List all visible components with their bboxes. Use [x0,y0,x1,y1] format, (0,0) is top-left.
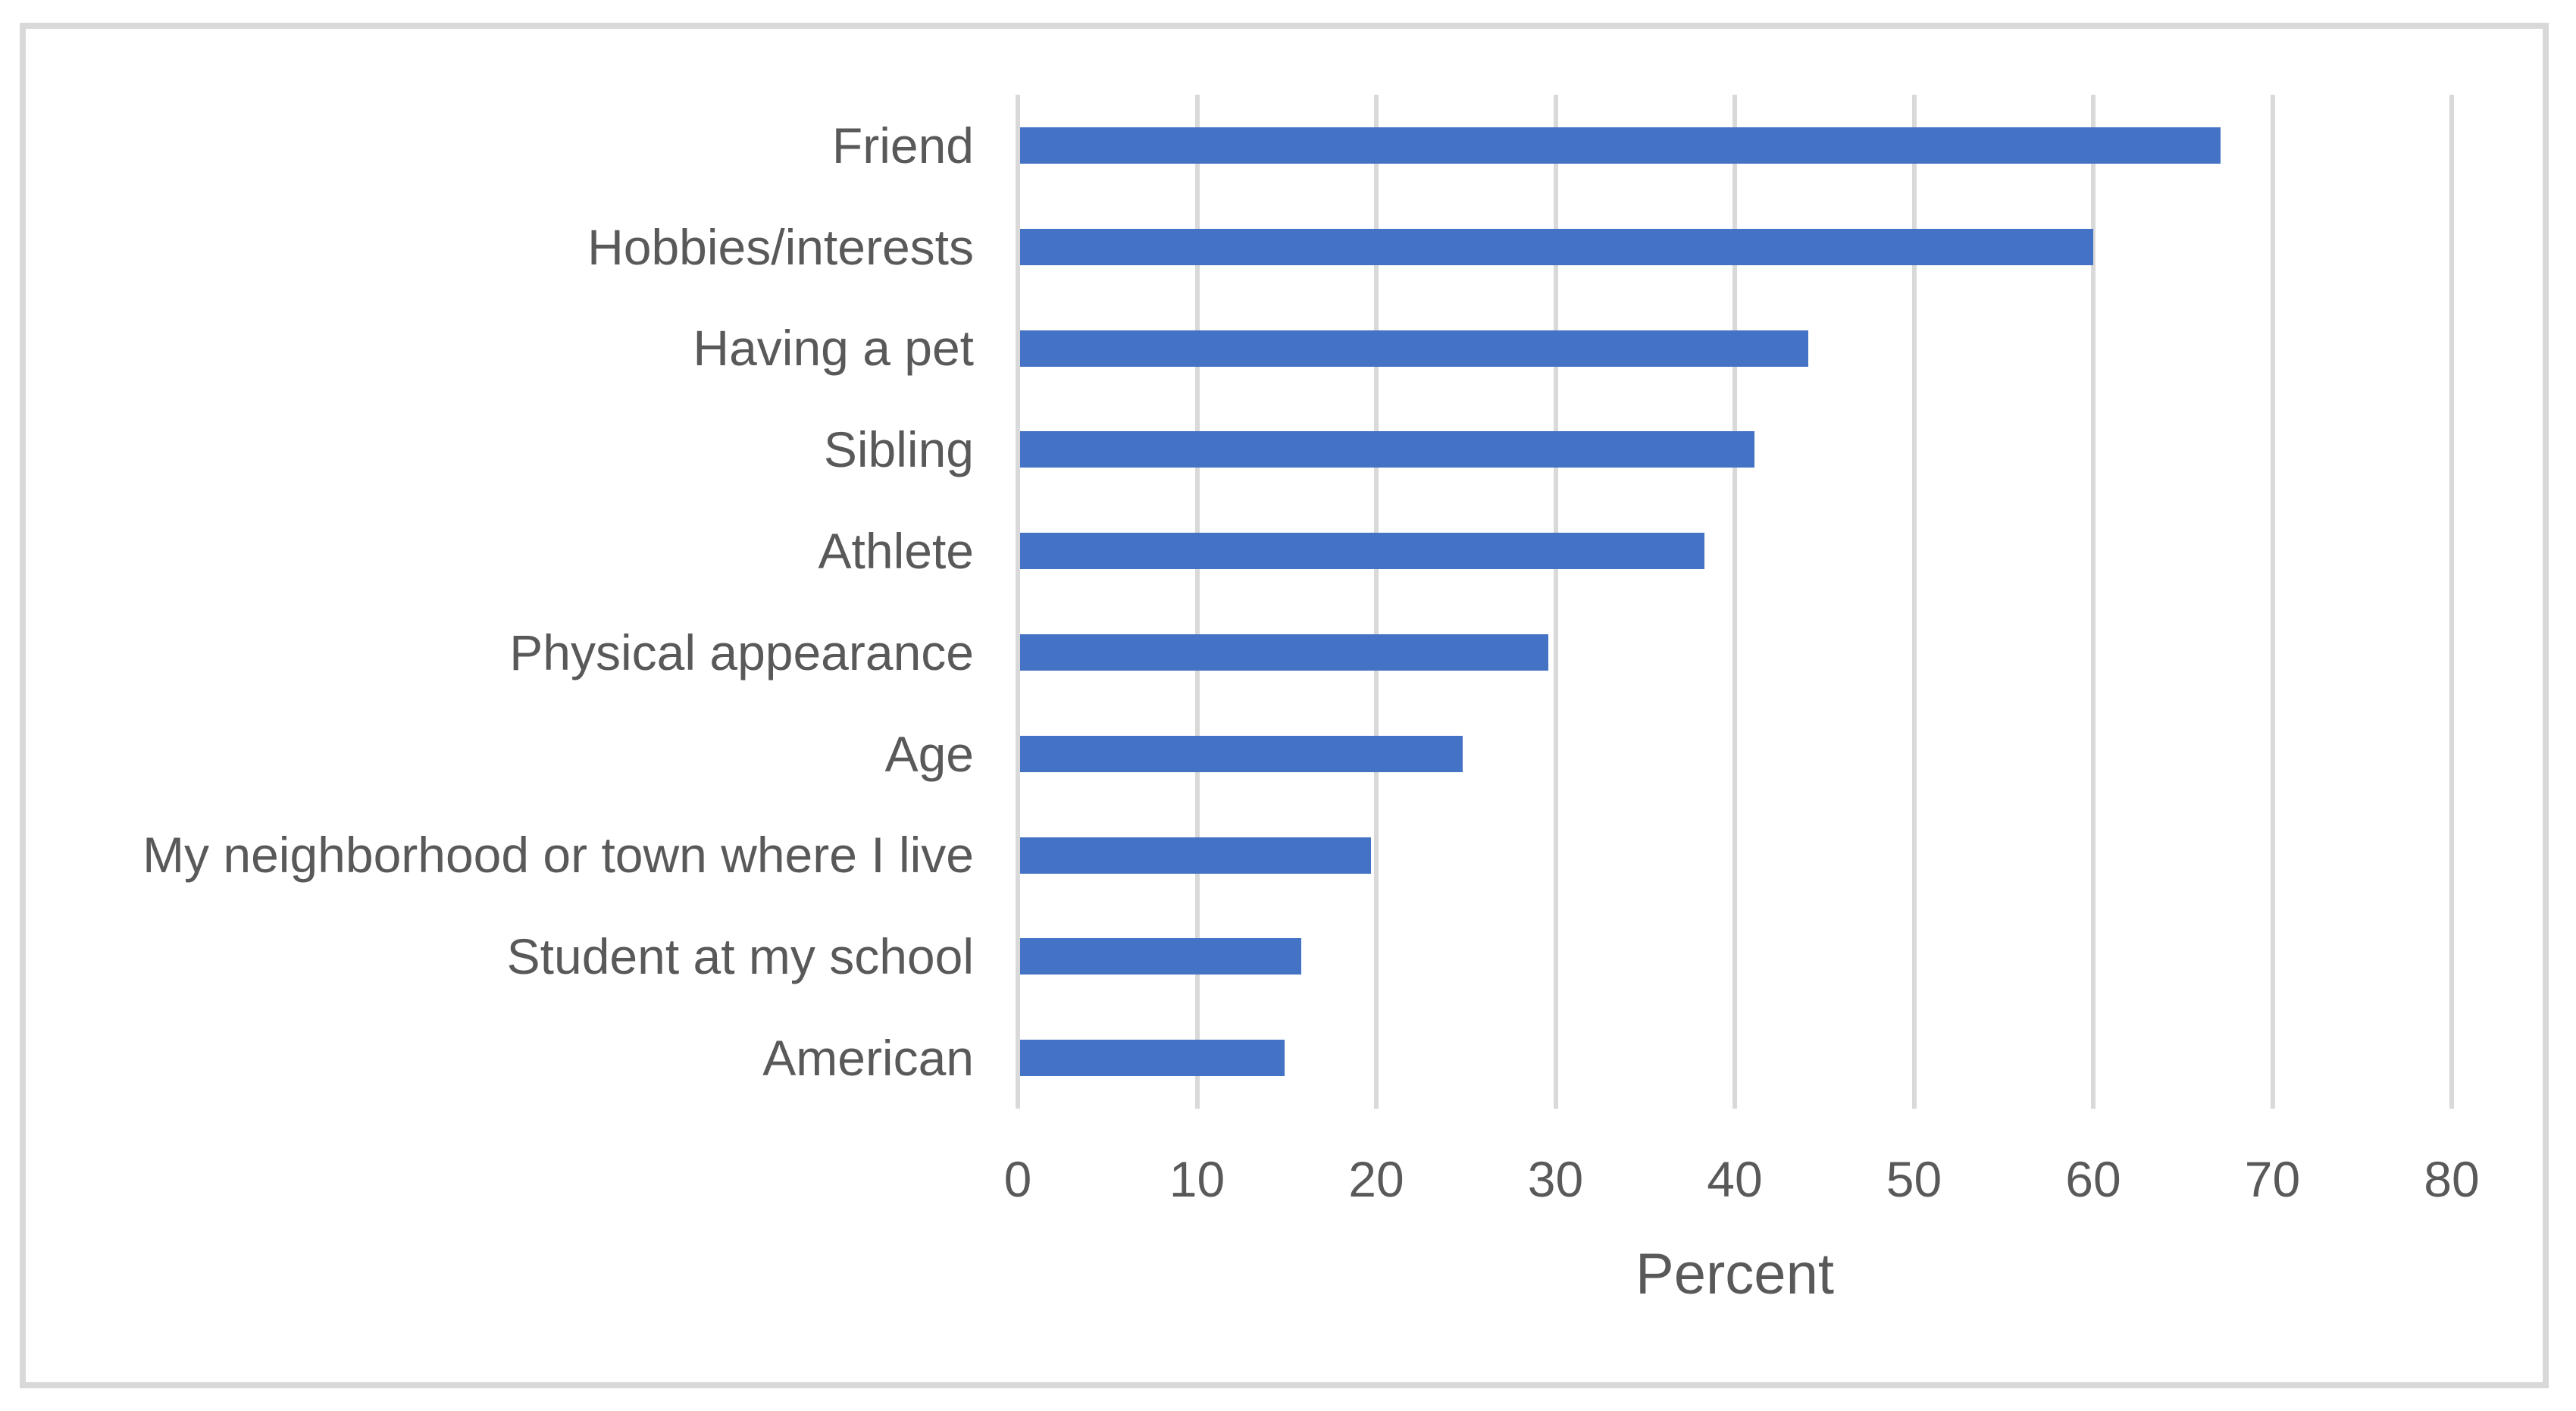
category-label: Physical appearance [509,624,974,680]
x-tick-label: 30 [1527,1151,1584,1207]
x-tick-label: 40 [1707,1151,1763,1207]
bar [1020,330,1808,367]
category-label: Hobbies/interests [587,218,974,275]
x-tick-label: 60 [2065,1151,2121,1207]
bar [1020,634,1549,671]
gridline [1016,95,1020,1109]
gridline [2270,95,2275,1109]
gridline [1553,95,1558,1109]
x-tick-label: 50 [1886,1151,1942,1207]
bar [1020,127,2221,164]
bar [1020,228,2093,265]
gridline [1194,95,1200,1109]
x-tick-label: 10 [1169,1151,1225,1207]
category-label: Athlete [818,523,974,580]
x-tick-label: 20 [1348,1151,1404,1207]
bar [1020,533,1704,570]
category-label: My neighborhood or town where I live [142,827,974,884]
category-label: Student at my school [506,928,974,985]
gridline [1911,95,1917,1109]
gridline [2449,95,2454,1109]
x-axis-title: Percent [1635,1242,1834,1306]
x-tick-label: 0 [1003,1151,1032,1207]
gridline [2091,95,2096,1109]
bar [1020,938,1301,975]
x-tick-label: 70 [2244,1151,2301,1207]
category-label: Sibling [823,421,974,478]
gridline [1732,95,1737,1109]
category-label: Having a pet [693,320,974,377]
bar [1020,735,1463,772]
bar [1020,1040,1285,1077]
category-label: Age [884,725,974,782]
plot-area [1016,95,2454,1109]
bar [1020,431,1754,468]
category-label: Friend [831,117,974,174]
category-label: American [762,1030,974,1087]
x-tick-label: 80 [2424,1151,2480,1207]
value-axis: 0 10 20 30 40 50 60 70 80 [1004,1150,2480,1219]
category-axis: Friend Hobbies/interests Having a pet Sibli… [0,95,974,1109]
gridline [1374,95,1379,1109]
bar [1020,837,1371,874]
